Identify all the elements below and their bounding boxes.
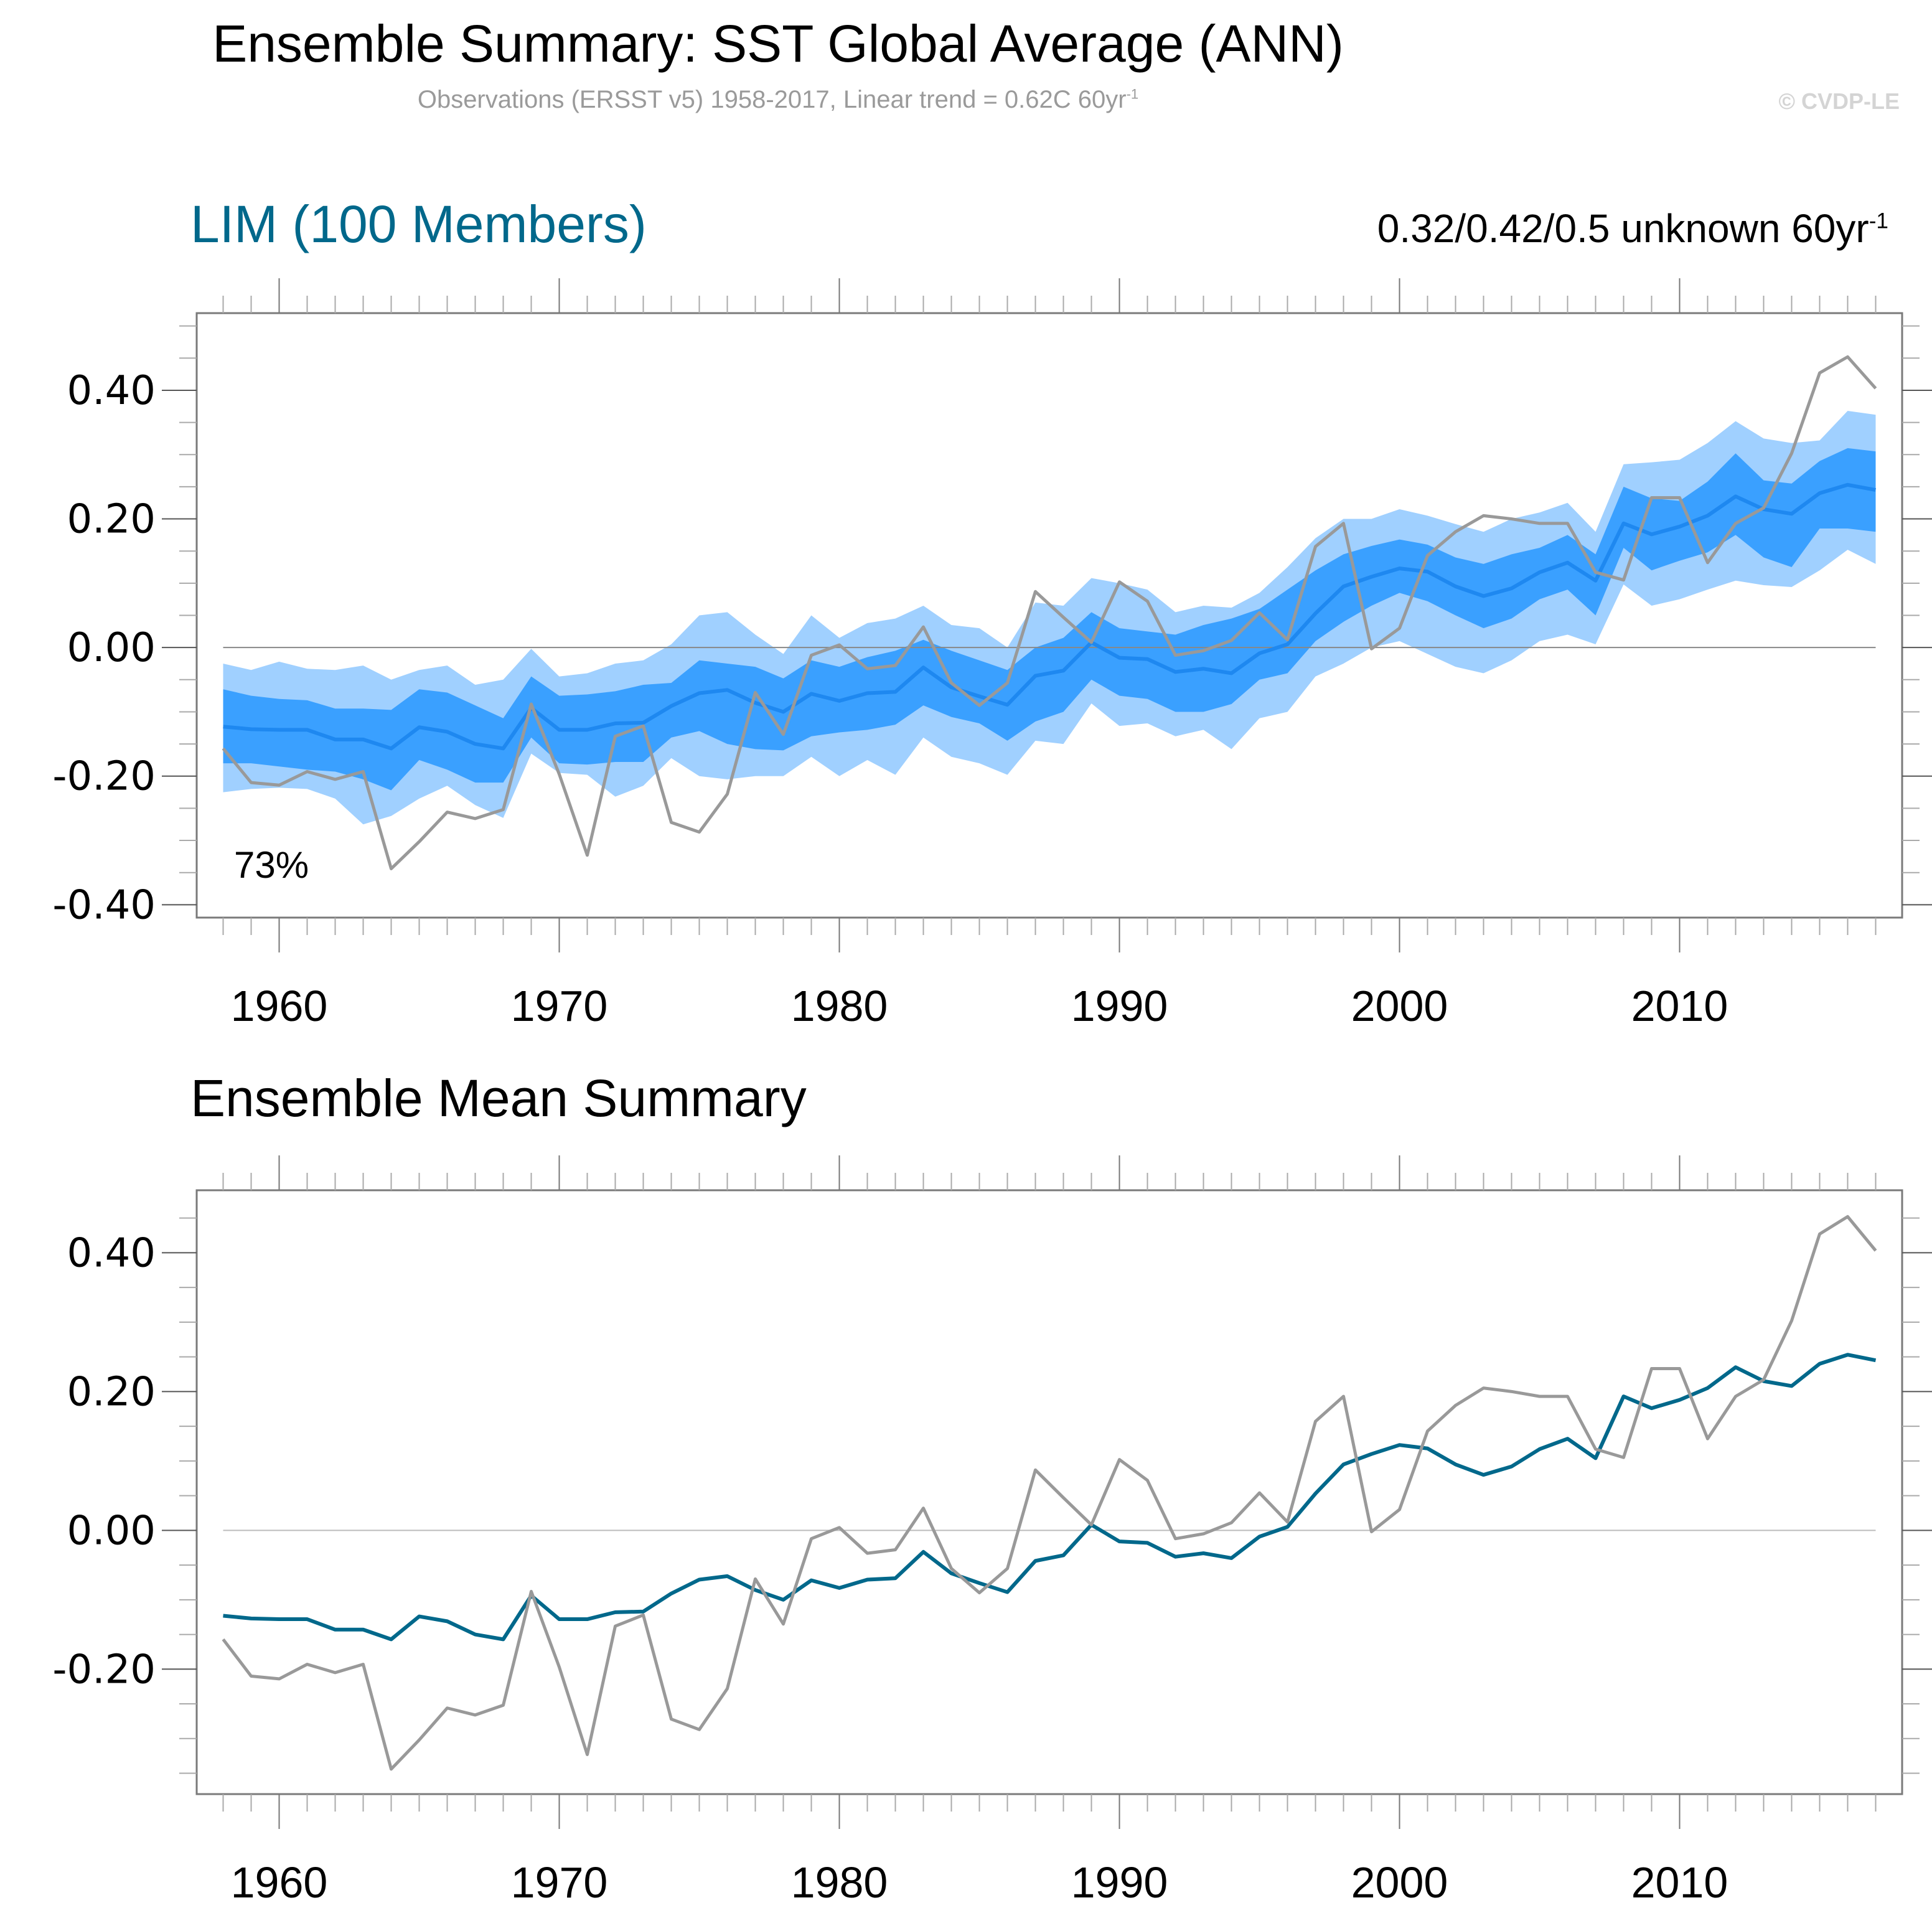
subtitle: Observations (ERSST v5) 1958-2017, Linea… [0, 86, 1556, 114]
trend-value: 0.32/0.42/0.5 unknown 60yr [1377, 206, 1869, 251]
x-tick-label: 2010 [1631, 982, 1728, 1030]
subtitle-superscript: -1 [1126, 86, 1139, 102]
ensemble-mean-line [223, 1353, 1877, 1642]
trend-text: 0.32/0.42/0.5 unknown 60yr-1 [1377, 205, 1888, 251]
inner-percentile-band [223, 448, 1876, 791]
x-tick-label: 1970 [511, 1858, 608, 1907]
panel1-plot: 1960 1970 1980 1990 2000 2010 -0.40 -0.20 0.00 0.… [52, 278, 1932, 1030]
x-tick-label: 1990 [1071, 982, 1168, 1030]
ensemble-mean-line [223, 482, 1877, 751]
y-tick-label: -0.40 [52, 882, 156, 928]
y-tick-label: -0.20 [52, 754, 156, 800]
x-tick-label: 1960 [231, 982, 328, 1030]
y-tick-label: 0.40 [67, 1230, 156, 1276]
x-tick-label: 1980 [791, 1858, 888, 1907]
y-tick-label: 0.20 [67, 497, 156, 543]
y-tick-label: 0.20 [67, 1369, 156, 1415]
x-tick-label: 1980 [791, 982, 888, 1030]
panel2-plot: 1960 1970 1980 1990 2000 2010 -0.20 0.00 0.20 0.4… [52, 1155, 1932, 1907]
subtitle-text: Observations (ERSST v5) 1958-2017, Linea… [417, 86, 1127, 113]
y-tick-label: -0.20 [52, 1647, 156, 1693]
x-tick-label: 1960 [231, 1858, 328, 1907]
observations-line [222, 355, 1877, 870]
y-tick-label: 0.40 [67, 368, 156, 414]
copyright-label: © CVDP-LE [1778, 88, 1900, 114]
y-tick-label: 0.00 [67, 625, 156, 671]
x-tick-label: 2010 [1631, 1858, 1728, 1907]
x-tick-label: 2000 [1351, 1858, 1448, 1907]
x-tick-label: 2000 [1351, 982, 1448, 1030]
y-tick-label: 0.00 [67, 1508, 156, 1554]
panel2-title: Ensemble Mean Summary [190, 1069, 807, 1127]
plot-frame [195, 1189, 1903, 1795]
x-tick-label: 1970 [511, 982, 608, 1030]
main-title: Ensemble Summary: SST Global Average (AN… [212, 14, 1344, 73]
percent-annotation: 73% [234, 844, 309, 886]
panel1-title: LIM (100 Members) [190, 195, 647, 253]
observations-line [222, 1215, 1877, 1771]
x-tick-label: 1990 [1071, 1858, 1168, 1907]
trend-superscript: -1 [1869, 209, 1888, 233]
